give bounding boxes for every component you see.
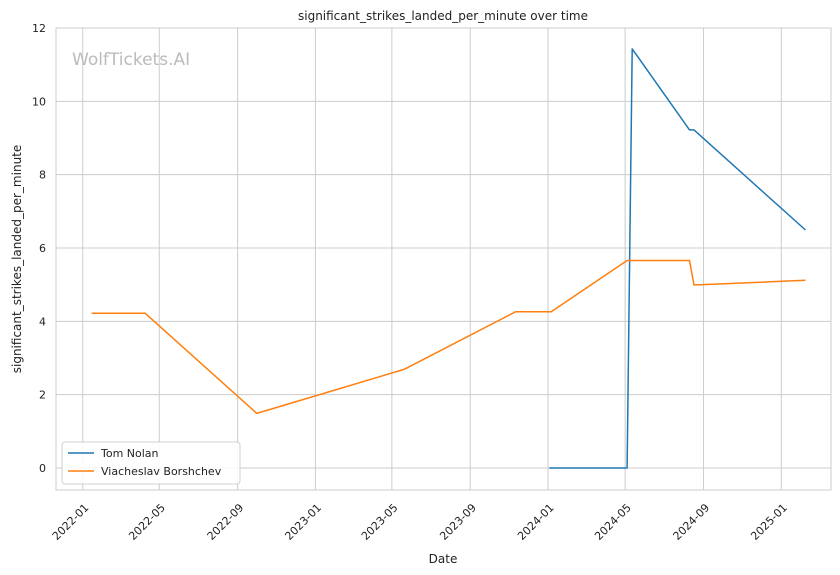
x-tick-label: 2022-01 — [50, 501, 92, 543]
x-axis-label: Date — [429, 552, 458, 566]
x-tick-label: 2022-05 — [126, 501, 168, 543]
series-line-viacheslav-borshchev — [91, 259, 806, 415]
x-tick-label: 2025-01 — [748, 501, 790, 543]
y-axis-label: significant_strikes_landed_per_minute — [10, 145, 24, 374]
y-tick-labels: 0 2 4 6 8 10 12 — [32, 22, 46, 475]
x-tick-label: 2024-01 — [515, 501, 557, 543]
legend-box — [61, 441, 241, 485]
x-tick-label: 2023-01 — [282, 501, 324, 543]
y-tick-label: 0 — [39, 462, 46, 475]
y-tick-label: 2 — [39, 389, 46, 402]
y-tick-label: 6 — [39, 242, 46, 255]
x-tick-labels: 2022-01 2022-05 2022-09 2023-01 2023-05 2023-… — [50, 501, 790, 543]
plot-area — [55, 27, 832, 491]
y-tick-label: 8 — [39, 169, 46, 182]
x-tick-label: 2023-09 — [437, 501, 479, 543]
series-layer — [91, 48, 807, 469]
series-line-tom-nolan — [549, 48, 807, 469]
x-tick-label: 2023-05 — [359, 501, 401, 543]
y-tick-label: 10 — [32, 95, 46, 108]
legend-label-viacheslav-borshchev: Viacheslav Borshchev — [101, 465, 222, 478]
chart-title: significant_strikes_landed_per_minute ov… — [298, 9, 588, 23]
x-tick-label: 2024-05 — [592, 501, 634, 543]
watermark: WolfTickets.AI — [72, 50, 190, 70]
legend-label-tom-nolan: Tom Nolan — [100, 447, 159, 460]
y-tick-label: 4 — [39, 315, 46, 328]
y-tick-label: 12 — [32, 22, 46, 35]
x-tick-label: 2024-09 — [671, 501, 713, 543]
x-tick-label: 2022-09 — [205, 501, 247, 543]
legend: Tom Nolan Viacheslav Borshchev — [61, 441, 241, 485]
